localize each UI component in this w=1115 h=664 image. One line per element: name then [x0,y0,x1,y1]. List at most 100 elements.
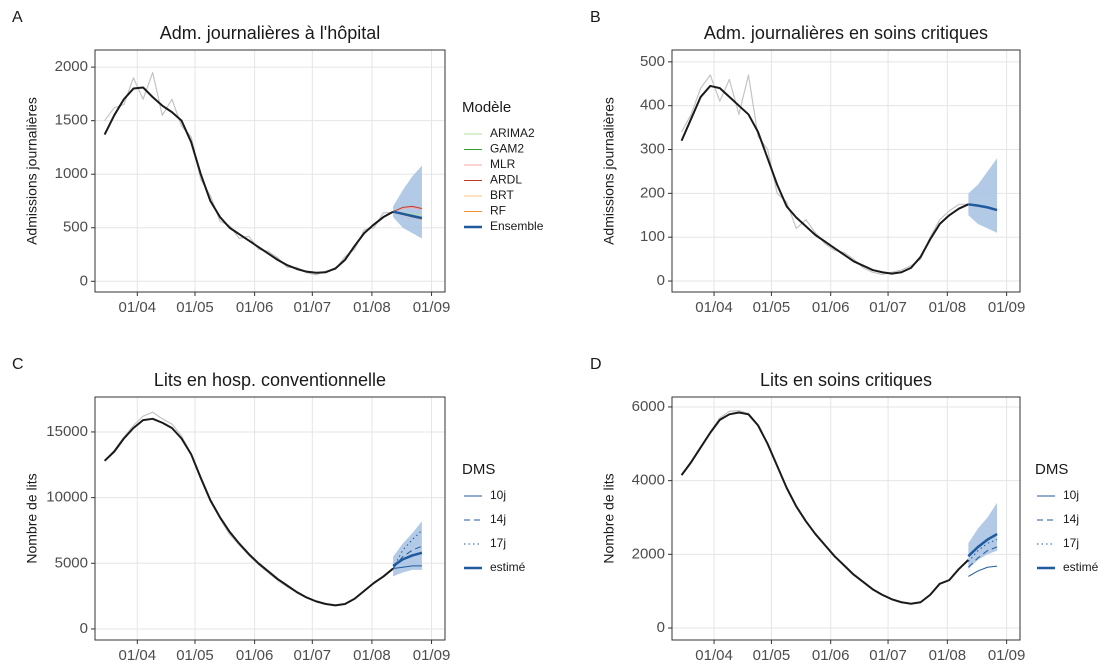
x-tick-label: 01/05 [176,647,214,664]
x-tick-label: 01/06 [236,299,274,316]
panel-label: A [12,9,23,26]
observed-line [104,71,394,276]
forecast-line [392,205,423,213]
x-tick-label: 01/06 [812,647,850,664]
y-tick-label: 15000 [46,423,88,440]
x-tick-label: 01/09 [413,299,451,316]
x-tick-label: 01/04 [119,299,157,316]
legend-label: estimé [1063,560,1099,574]
x-tick-label: 01/09 [988,647,1026,664]
chart-title: Lits en soins critiques [760,370,932,390]
x-tick-label: 01/06 [236,647,274,664]
forecast-line [968,203,998,212]
x-tick-label: 01/09 [988,299,1026,316]
y-tick-label: 0 [80,272,88,289]
plot-panel [95,50,445,292]
y-tick-label: 500 [640,53,665,70]
chart-title: Adm. journalières à l'hôpital [160,23,381,43]
y-axis-label: Nombre de lits [24,473,40,563]
x-tick-label: 01/08 [353,299,391,316]
legend-label: 14j [490,512,506,526]
legend-label: ARDL [490,173,522,187]
legend-label: 14j [1063,512,1079,526]
plot-border [94,396,446,641]
x-tick-label: 01/05 [753,299,791,316]
y-tick-label: 10000 [46,489,88,506]
legend-label: estimé [490,560,526,574]
legend-label: RF [490,204,506,218]
chart-title: Lits en hosp. conventionnelle [154,370,386,390]
forecast-line [392,530,423,569]
forecast-ribbon [393,521,422,577]
plot-border [671,49,1021,293]
x-tick-label: 01/05 [753,647,791,664]
y-tick-label: 6000 [632,398,665,415]
y-tick-label: 0 [657,272,665,289]
x-tick-label: 01/07 [869,299,907,316]
plot-panel [95,397,445,640]
y-tick-label: 300 [640,140,665,157]
legend-label: 10j [490,488,506,502]
x-tick-label: 01/07 [294,299,332,316]
x-tick-label: 01/09 [413,647,451,664]
legend-label: GAM2 [490,142,524,156]
legend-title: Modèle [462,99,511,116]
x-tick-label: 01/04 [119,647,157,664]
y-tick-label: 4000 [632,472,665,489]
fitted-line [103,417,394,607]
y-tick-label: 0 [80,620,88,637]
y-tick-label: 500 [63,219,88,236]
plot-panel [672,50,1020,292]
forecast-line [392,210,423,220]
legend-label: Ensemble [490,219,544,233]
legend-label: ARIMA2 [490,126,535,140]
legend-label: 10j [1063,488,1079,502]
legend-label: 17j [490,536,506,550]
forecast-line [967,532,998,558]
forecast-line [392,551,423,567]
chart-title: Adm. journalières en soins critiques [704,23,988,43]
fitted-line [680,84,969,275]
forecast-line [968,546,998,568]
legend-title: DMS [462,461,495,478]
forecast-line [393,565,422,570]
x-tick-label: 01/04 [695,299,733,316]
plot-border [671,396,1021,641]
fitted-line [103,86,394,274]
panel-label: D [590,356,602,373]
y-tick-label: 1000 [55,165,88,182]
y-tick-label: 2000 [632,545,665,562]
x-tick-label: 01/06 [812,299,850,316]
forecast-ribbon [393,165,422,239]
x-tick-label: 01/08 [929,299,967,316]
x-tick-label: 01/04 [695,647,733,664]
y-axis-label: Admissions journalières [601,97,617,245]
forecast-ribbon [968,502,998,570]
x-tick-label: 01/05 [176,299,214,316]
forecast-ribbon [968,158,998,233]
panel-label: B [590,9,601,26]
y-tick-label: 2000 [55,58,88,75]
fitted-line [680,411,970,605]
y-tick-label: 1500 [55,112,88,129]
forecast-line [968,565,998,577]
x-tick-label: 01/08 [929,647,967,664]
y-tick-label: 400 [640,97,665,114]
x-tick-label: 01/08 [353,647,391,664]
forecast-line [967,539,998,563]
y-tick-label: 5000 [55,554,88,571]
y-axis-label: Admissions journalières [24,97,40,245]
y-tick-label: 0 [657,619,665,636]
legend-label: 17j [1063,536,1079,550]
y-axis-label: Nombre de lits [601,473,617,563]
legend-label: MLR [490,157,516,171]
observed-line [681,74,969,276]
x-tick-label: 01/07 [869,647,907,664]
y-tick-label: 100 [640,228,665,245]
forecast-line [392,545,423,569]
x-tick-label: 01/07 [294,647,332,664]
legend-title: DMS [1035,461,1068,478]
panel-label: C [12,356,24,373]
plot-border [94,49,446,293]
